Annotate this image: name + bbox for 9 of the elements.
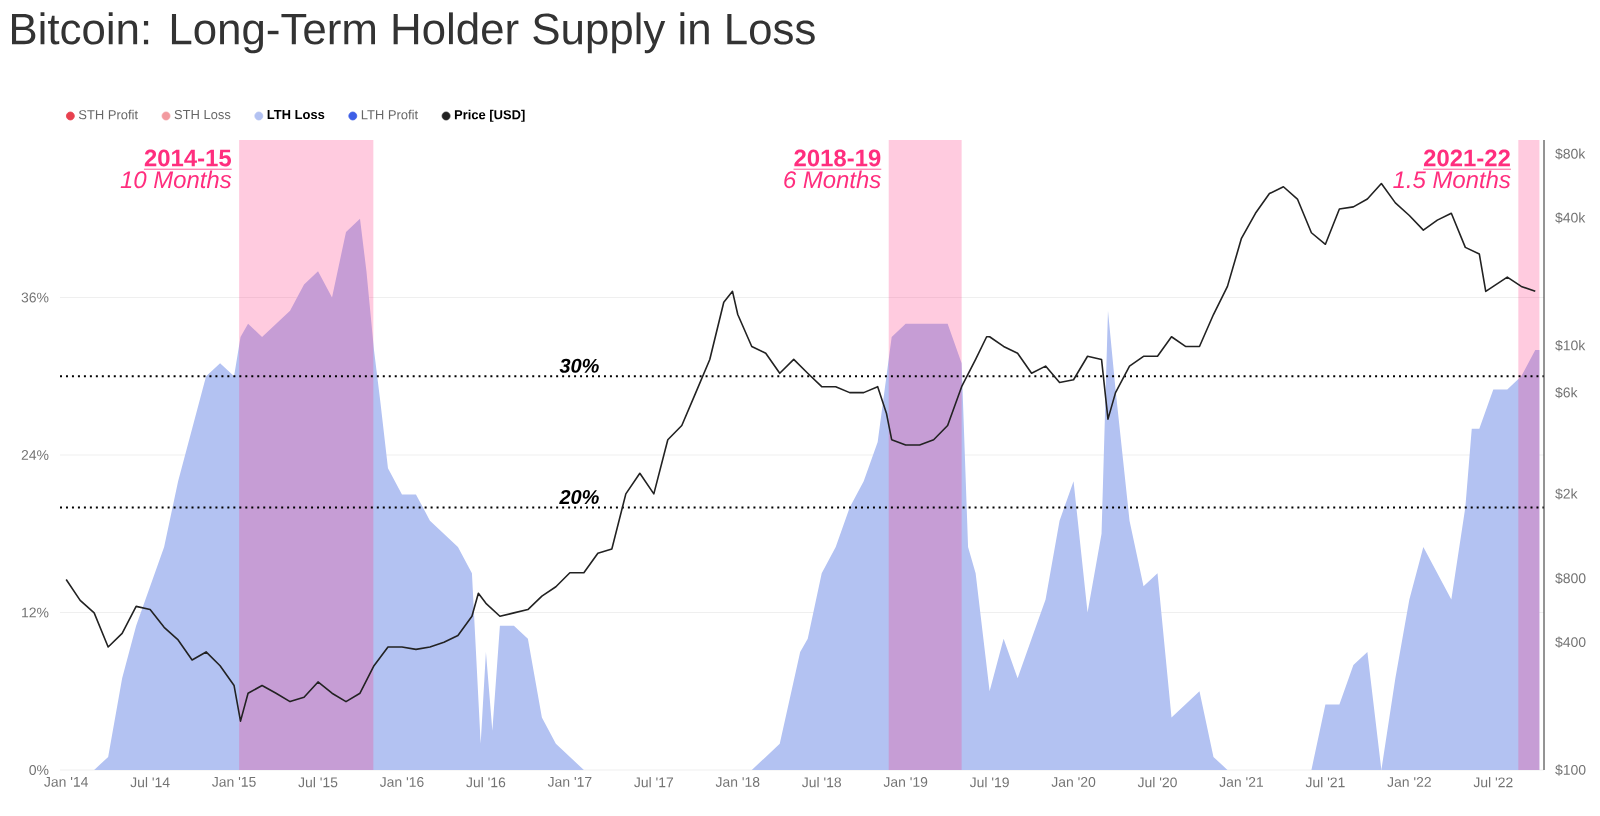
band-label: 2018-19 <box>794 149 881 167</box>
band-label: 2014-15 <box>144 149 231 167</box>
ref-line-label: 20% <box>559 490 599 505</box>
annotation: 10 Months <box>120 170 232 189</box>
band-label: 2021-22 <box>1423 149 1510 167</box>
chart-title: Bitcoin: Long-Term Holder Supply in Loss <box>11 12 815 54</box>
annotation: 6 Months <box>784 170 881 189</box>
ref-line-label: 30% <box>559 358 599 373</box>
annotation: 1.5 Months <box>1393 170 1511 189</box>
